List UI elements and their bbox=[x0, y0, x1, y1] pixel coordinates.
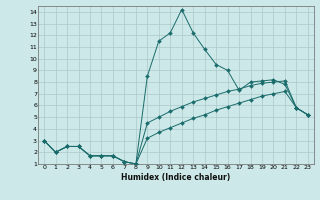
X-axis label: Humidex (Indice chaleur): Humidex (Indice chaleur) bbox=[121, 173, 231, 182]
